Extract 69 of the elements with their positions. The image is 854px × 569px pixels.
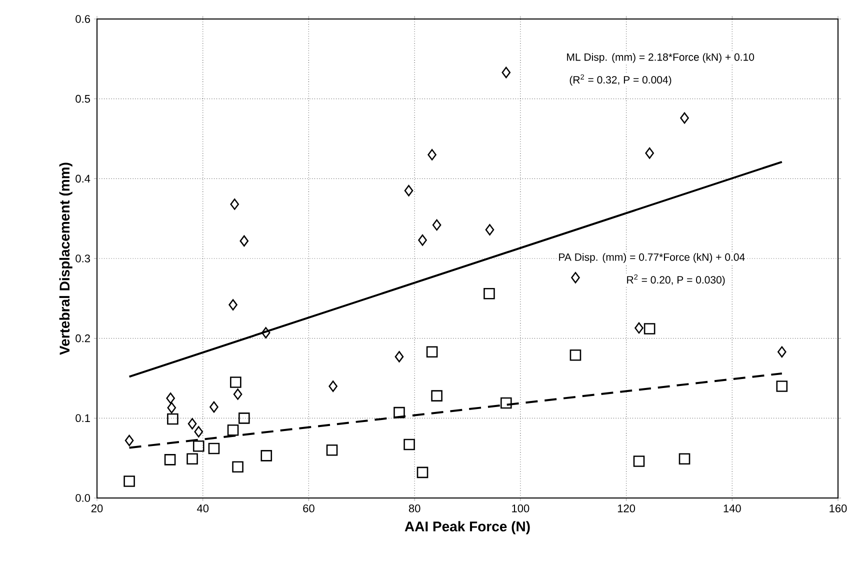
point: [484, 288, 495, 300]
annotation: ML Disp. (mm) = 2.18*Force (kN) + 0.10: [567, 53, 754, 63]
point: [240, 235, 249, 247]
point: [394, 351, 404, 362]
point: [192, 440, 204, 452]
x-tick-label: 100: [512, 504, 530, 512]
x-tick-label: 80: [408, 504, 420, 512]
y-tick-label: 0.3: [76, 254, 90, 262]
point: [502, 66, 511, 78]
point: [238, 412, 250, 424]
point: [194, 426, 204, 438]
point: [227, 424, 239, 436]
x-tick-label: 160: [830, 504, 847, 512]
y-tick-label: 0.6: [76, 15, 90, 23]
point: [394, 406, 405, 418]
x-tick-label: 140: [724, 504, 741, 512]
point: [404, 438, 415, 450]
point: [124, 476, 135, 487]
point: [228, 299, 238, 310]
point: [233, 388, 242, 400]
point: [208, 442, 220, 454]
point: [570, 349, 582, 361]
y-tick-label: 0.4: [76, 174, 90, 183]
point: [166, 392, 175, 404]
x-tick-label: 60: [303, 504, 314, 512]
point: [633, 456, 645, 467]
point: [230, 376, 242, 388]
point: [418, 234, 427, 246]
point: [188, 418, 197, 430]
annotation: (R$^{2}$ = 0.32, P = 0.004): [570, 74, 672, 86]
x-tick-label: 120: [618, 504, 636, 512]
x-tick-label: 40: [196, 504, 209, 512]
point: [167, 413, 178, 425]
point: [261, 327, 270, 338]
x-axis-title: AAI Peak Force (N): [404, 521, 530, 534]
point: [645, 147, 654, 159]
annotation: R$^{2}$ = 0.20, P = 0.030): [627, 274, 725, 286]
point: [326, 444, 338, 456]
point: [680, 112, 689, 124]
y-tick-label: 0.1: [76, 414, 90, 422]
point: [328, 380, 338, 392]
point: [644, 323, 656, 334]
y-axis-title: Vertebral Displacement (mm): [59, 162, 72, 355]
point: [416, 466, 428, 478]
point: [431, 390, 442, 402]
point: [167, 402, 176, 414]
point: [432, 219, 442, 231]
point: [164, 454, 176, 466]
point: [634, 322, 644, 334]
y-tick-label: 0.5: [76, 94, 90, 103]
point: [124, 434, 134, 446]
point: [230, 198, 240, 210]
point: [426, 346, 438, 358]
y-tick-label: 0.2: [76, 334, 90, 342]
annotation: PA Disp. (mm) = 0.77*Force (kN) + 0.04: [559, 253, 745, 263]
y-tick-label: 0.0: [76, 494, 90, 502]
point: [404, 184, 414, 196]
point: [428, 149, 436, 160]
point: [778, 346, 786, 358]
point: [210, 401, 218, 413]
point: [186, 453, 198, 465]
point: [260, 450, 272, 462]
point: [678, 453, 690, 465]
point: [485, 224, 494, 236]
x-tick-label: 20: [91, 504, 103, 512]
point: [232, 461, 244, 473]
point: [776, 380, 788, 392]
point: [571, 272, 580, 284]
point: [500, 397, 512, 409]
